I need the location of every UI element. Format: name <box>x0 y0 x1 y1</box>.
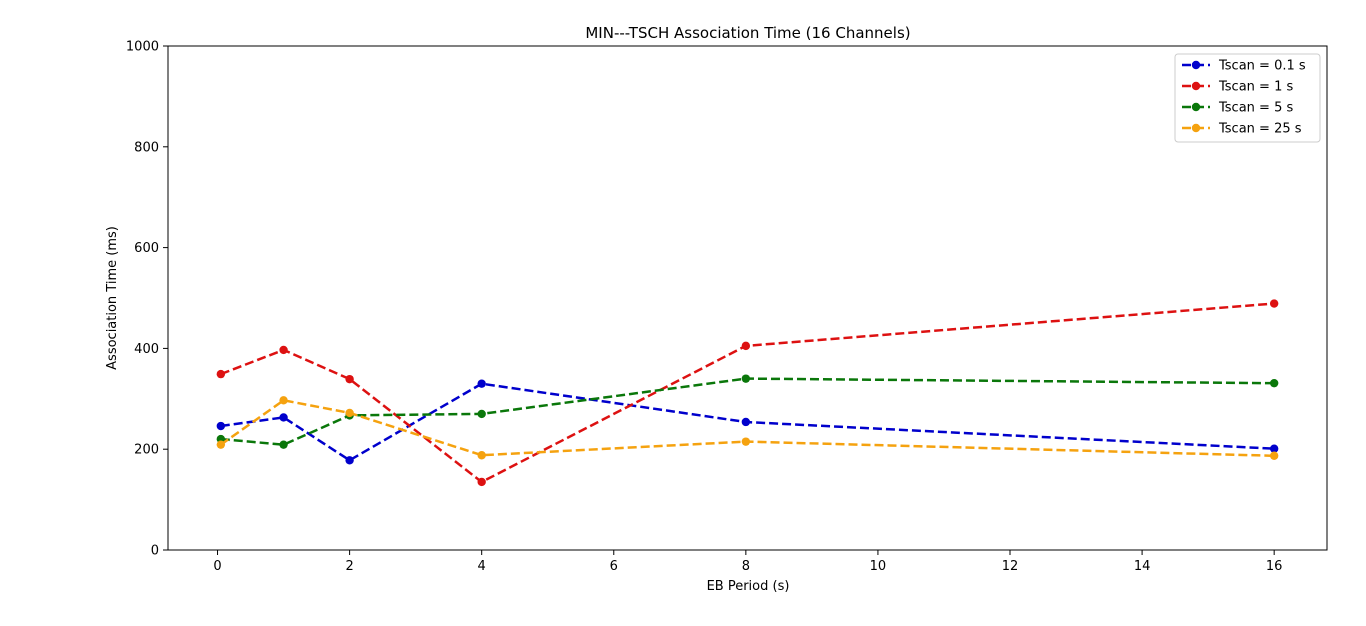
data-point <box>279 413 288 422</box>
data-point <box>741 437 751 446</box>
data-point <box>477 451 486 460</box>
data-point <box>477 409 486 419</box>
chart-title: MIN---TSCH Association Time (16 Channels… <box>585 24 910 42</box>
x-axis: 0 2 4 6 8 10 12 14 16 <box>213 550 1282 574</box>
data-point <box>216 440 226 449</box>
series-3 <box>216 396 1279 460</box>
x-tick-label: 12 <box>1002 559 1019 574</box>
legend-swatch-marker <box>1191 102 1201 112</box>
data-point <box>1269 378 1279 388</box>
y-tick-label: 800 <box>134 140 159 155</box>
legend-swatch-marker <box>1191 81 1201 91</box>
data-point <box>477 379 486 388</box>
data-point <box>741 417 751 427</box>
legend-box <box>1174 53 1321 143</box>
y-axis-label: Association Time (ms) <box>105 226 120 370</box>
plot-area <box>216 299 1279 487</box>
data-point <box>279 345 288 355</box>
data-point <box>345 374 354 384</box>
series-1 <box>216 299 1279 487</box>
legend-item: Tscan = 0.1 s <box>1182 59 1306 74</box>
legend-label: Tscan = 5 s <box>1218 101 1293 116</box>
data-point <box>477 477 486 487</box>
x-tick-label: 16 <box>1266 559 1283 574</box>
data-point <box>1269 299 1279 308</box>
plot-frame <box>167 45 1328 551</box>
y-tick-label: 400 <box>134 342 159 357</box>
legend-swatch-marker <box>1191 60 1201 70</box>
x-tick-label: 4 <box>478 559 486 574</box>
legend-item: Tscan = 1 s <box>1182 80 1293 95</box>
legend-item: Tscan = 25 s <box>1182 122 1302 137</box>
legend-label: Tscan = 0.1 s <box>1218 59 1306 74</box>
series-line <box>220 382 1275 462</box>
data-point <box>741 374 751 383</box>
data-point <box>216 421 226 431</box>
x-tick-label: 0 <box>213 559 221 574</box>
x-tick-label: 14 <box>1134 559 1151 574</box>
x-axis-label: EB Period (s) <box>707 579 790 594</box>
y-axis: 0 200 400 600 800 1000 <box>126 40 168 559</box>
data-point <box>741 341 751 351</box>
y-tick-label: 0 <box>151 544 159 559</box>
data-point <box>345 408 354 418</box>
series-0 <box>216 379 1279 465</box>
legend-item: Tscan = 5 s <box>1182 101 1293 116</box>
x-tick-label: 6 <box>610 559 618 574</box>
legend-label: Tscan = 1 s <box>1218 80 1293 95</box>
legend-swatch-marker <box>1191 123 1201 133</box>
series-line <box>220 399 1275 458</box>
legend: Tscan = 0.1 s Tscan = 1 s Tscan = 5 s Tscan… <box>1174 53 1321 143</box>
data-point <box>345 456 354 465</box>
y-tick-label: 1000 <box>126 40 159 55</box>
y-tick-label: 600 <box>134 241 159 256</box>
x-tick-label: 8 <box>742 559 750 574</box>
data-point <box>279 396 288 405</box>
data-point <box>279 440 288 449</box>
series-line <box>220 377 1275 446</box>
data-point <box>1269 451 1279 460</box>
legend-label: Tscan = 25 s <box>1218 122 1302 137</box>
x-tick-label: 2 <box>345 559 353 574</box>
y-tick-label: 200 <box>134 443 159 458</box>
data-point <box>216 369 226 379</box>
x-tick-label: 10 <box>870 559 887 574</box>
data-point <box>1269 444 1279 453</box>
series-line <box>220 302 1275 484</box>
